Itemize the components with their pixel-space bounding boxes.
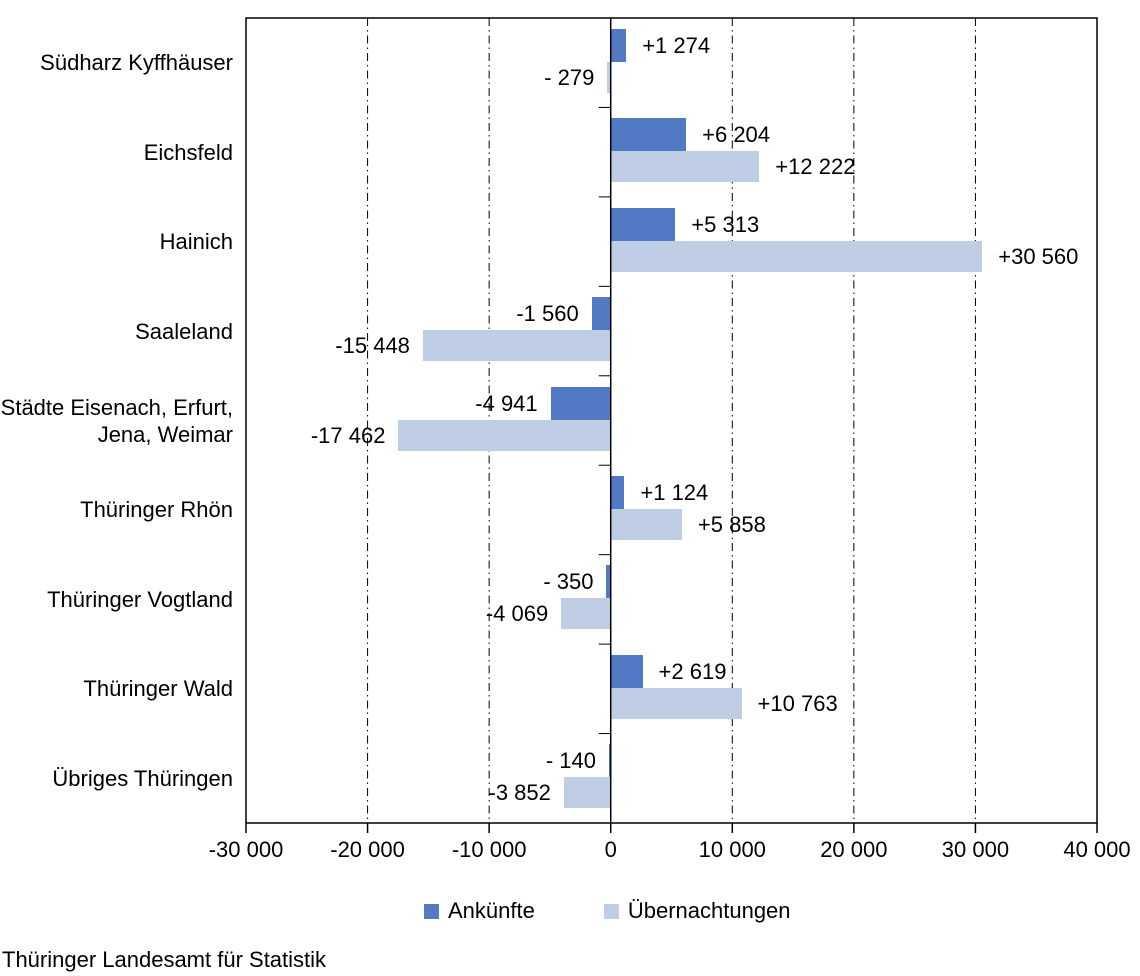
bar-uebernachtungen — [610, 240, 983, 272]
bar-ankuenfte — [591, 297, 611, 331]
bar-uebernachtungen — [422, 330, 611, 362]
category-label: Hainich — [159, 229, 233, 255]
x-tick-label: -30 000 — [208, 837, 284, 862]
category-label: Thüringer Vogtland — [47, 586, 233, 612]
value-label: -1 560 — [516, 301, 579, 327]
source-note: Thüringer Landesamt für Statistik — [2, 947, 327, 972]
legend-label: Ankünfte — [448, 898, 535, 923]
x-tick-label: 10 000 — [698, 837, 766, 862]
value-label: +30 560 — [998, 243, 1079, 269]
value-label: -17 462 — [310, 422, 386, 448]
legend-item-uebernachtungen: Übernachtungen — [603, 898, 791, 924]
bar-ankuenfte — [610, 207, 676, 241]
legend-label: Übernachtungen — [627, 898, 791, 923]
legend-swatch-icon — [424, 903, 439, 919]
value-label: +5 313 — [691, 211, 760, 237]
bar-uebernachtungen — [398, 419, 611, 451]
x-tick-label: 30 000 — [941, 837, 1010, 862]
category-label: Städte Eisenach, Erfurt, Jena, Weimar — [0, 394, 233, 447]
category-label: Thüringer Rhön — [80, 497, 233, 523]
category-label: Eichsfeld — [143, 139, 233, 165]
value-label: -4 941 — [475, 390, 538, 416]
value-label: -3 852 — [488, 780, 551, 806]
value-label: -4 069 — [485, 601, 549, 627]
legend: Ankünfte Übernachtungen — [424, 898, 791, 924]
category-label: Südharz Kyffhäuser — [40, 50, 233, 76]
plot-border — [245, 17, 1098, 824]
value-label: -15 448 — [335, 333, 410, 359]
x-tick-label: 20 000 — [820, 837, 888, 862]
bar-uebernachtungen — [610, 687, 742, 719]
value-label: - 350 — [543, 569, 594, 595]
category-label: Übriges Thüringen — [52, 765, 233, 791]
value-label: +2 619 — [658, 658, 727, 684]
bar-ankuenfte — [610, 118, 687, 152]
bar-ankuenfte — [609, 744, 611, 778]
value-label: - 140 — [545, 748, 597, 774]
value-label: +5 858 — [697, 511, 766, 537]
bar-ankuenfte — [610, 28, 627, 62]
category-label: Saaleland — [135, 318, 233, 344]
bar-ankuenfte — [550, 386, 611, 420]
bar-uebernachtungen — [610, 508, 682, 540]
legend-swatch-icon — [603, 903, 619, 919]
x-tick-label: -20 000 — [330, 837, 405, 862]
category-label: Thüringer Wald — [83, 676, 233, 702]
x-tick-label: -10 000 — [451, 837, 527, 862]
value-label: +12 222 — [775, 154, 856, 180]
bar-uebernachtungen — [561, 598, 611, 630]
x-tick-label: 0 — [604, 837, 617, 862]
value-label: +1 274 — [642, 32, 711, 58]
legend-item-ankuenfte: Ankünfte — [424, 898, 535, 924]
x-tick-label: 40 000 — [1063, 837, 1131, 862]
bar-uebernachtungen — [563, 777, 611, 809]
bar-ankuenfte — [610, 654, 643, 688]
bar-ankuenfte — [606, 565, 611, 599]
bar-uebernachtungen — [610, 151, 760, 183]
bar-uebernachtungen — [607, 61, 611, 93]
value-label: +6 204 — [702, 122, 771, 148]
value-label: +1 124 — [640, 479, 709, 505]
value-label: - 279 — [544, 64, 595, 90]
bar-ankuenfte — [610, 475, 625, 509]
value-label: +10 763 — [757, 690, 838, 716]
